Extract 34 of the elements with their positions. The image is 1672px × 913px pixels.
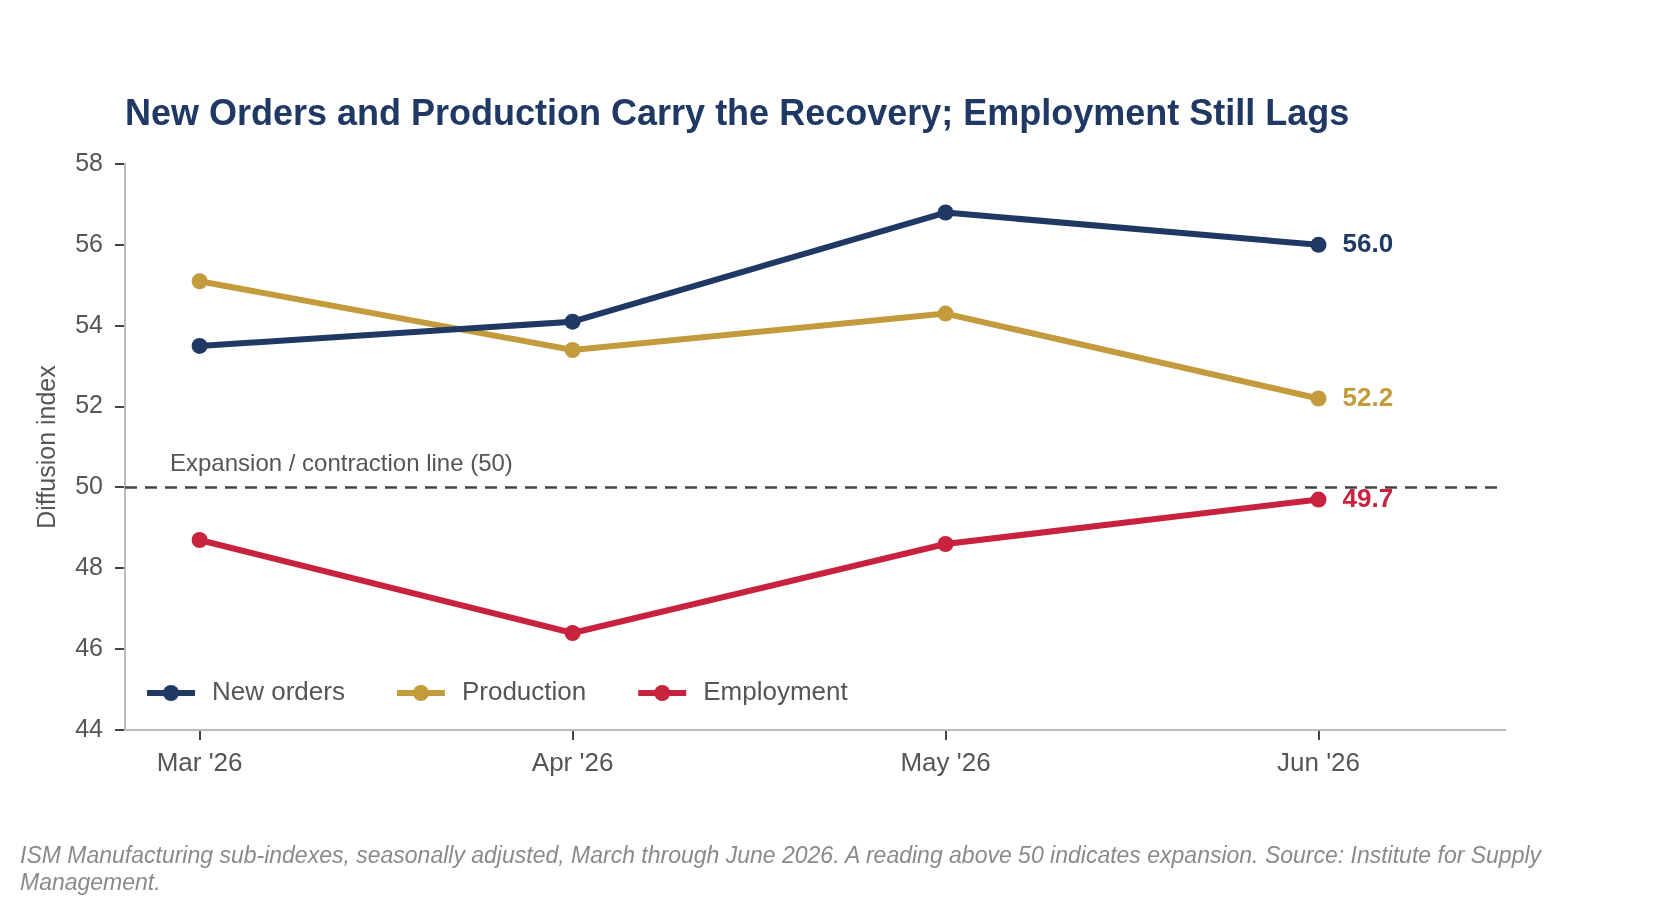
legend-label: Employment (703, 676, 849, 707)
ref-line-label: Expansion / contraction line (50) (170, 449, 513, 477)
x-tick-label: May '26 (900, 746, 991, 777)
legend-label: New orders (212, 676, 345, 707)
y-tick-label: 48 (75, 552, 103, 581)
data-label: 49.7 (1342, 482, 1394, 513)
y-tick-label: 50 (75, 471, 103, 500)
data-label: 52.2 (1342, 381, 1394, 412)
point (937, 204, 954, 221)
x-tick-label: Jun '26 (1277, 746, 1361, 777)
point (191, 273, 208, 290)
y-tick-label: 56 (75, 228, 103, 257)
x-tick-label: Mar '26 (156, 746, 243, 777)
legend-label: Production (461, 676, 587, 707)
x-tick-label: Apr '26 (531, 746, 614, 777)
chart-title: New Orders and Production Carry the Recovery; Employment Still Lags (125, 91, 1350, 133)
point (1310, 491, 1327, 508)
point (1310, 390, 1327, 407)
point (937, 536, 954, 553)
point (191, 337, 208, 354)
y-tick-label: 46 (75, 633, 103, 662)
data-label: 56.0 (1342, 228, 1394, 259)
text: ISM Manufacturing sub-indexes, seasonally adjusted, March through June 2026. A reading above 50 indicates expansion. Source: Institute for Supply Management. (20, 842, 1543, 896)
y-tick-label: 54 (75, 309, 104, 338)
point (191, 531, 208, 548)
point (564, 341, 581, 358)
y-tick-label: 44 (75, 713, 104, 742)
point (1310, 236, 1327, 253)
point (564, 624, 581, 641)
y-tick-label: 58 (75, 147, 103, 176)
point (564, 313, 581, 330)
y-axis-title: Diffusion index (31, 364, 60, 529)
point (937, 305, 954, 322)
y-tick-label: 52 (75, 390, 103, 419)
